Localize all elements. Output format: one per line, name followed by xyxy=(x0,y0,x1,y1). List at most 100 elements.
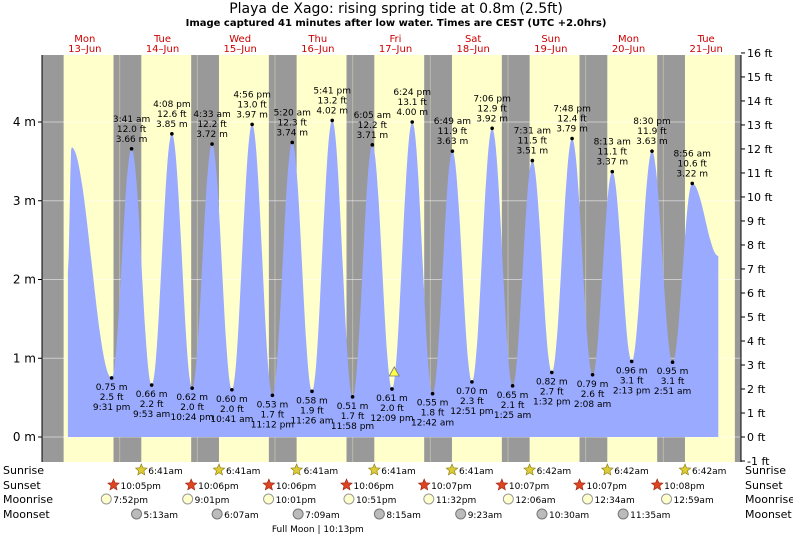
high-tide-label: 4:56 pm xyxy=(233,90,271,100)
high-tide-label: 3.74 m xyxy=(276,128,308,138)
sunset-icon xyxy=(262,478,276,491)
day-name: Fri xyxy=(390,34,402,45)
moonrise-icon xyxy=(343,493,355,505)
low-tide-point xyxy=(149,383,154,387)
low-tide-label: 0.95 m xyxy=(657,367,689,377)
high-tide-point xyxy=(690,181,695,186)
sunrise-time: 6:41am xyxy=(381,467,416,477)
day-name: Tue xyxy=(697,34,715,45)
low-tide-label: 2.2 ft xyxy=(140,400,164,410)
right-tick-label: 0 ft xyxy=(747,431,766,444)
low-tide-label: 0.62 m xyxy=(176,393,208,403)
low-tide-label: 12:42 am xyxy=(411,419,454,429)
low-tide-point xyxy=(670,360,675,364)
moonset-time: 8:15am xyxy=(386,511,421,521)
right-tick-label: 14 ft xyxy=(747,95,773,108)
high-tide-label: 3.51 m xyxy=(516,147,548,157)
low-tide-label: 0.79 m xyxy=(577,380,609,390)
sunset-time: 10:06pm xyxy=(276,482,316,492)
left-tick-label: 1 m xyxy=(13,351,36,365)
low-tide-label: 10:41 am xyxy=(210,415,253,425)
sunrise-icon xyxy=(212,463,226,476)
sunset-time: 10:07pm xyxy=(509,482,549,492)
low-tide-label: 1.9 ft xyxy=(300,406,324,416)
day-date: 20–Jun xyxy=(612,44,645,55)
moonset-time: 5:13am xyxy=(144,511,179,521)
low-tide-point xyxy=(629,359,634,364)
high-tide-point xyxy=(410,120,415,124)
right-tick-label: 2 ft xyxy=(747,383,766,396)
high-tide-point xyxy=(129,146,134,151)
sunset-icon xyxy=(107,478,120,491)
high-tide-label: 4:33 am xyxy=(193,110,230,120)
high-tide-point xyxy=(250,122,254,127)
high-tide-label: 13.1 ft xyxy=(397,98,427,108)
high-tide-point xyxy=(170,132,174,136)
axes: 0 m 1 m 2 m 3 m 4 m -1 ft 0 ft 1 ft 2 ft 3 ft 4 ft… xyxy=(13,47,773,468)
left-tick-label: 4 m xyxy=(13,115,36,129)
high-tide-label: 13.0 ft xyxy=(237,100,267,110)
moonset-icon xyxy=(455,508,467,520)
moonset-icon xyxy=(617,508,629,520)
high-tide-label: 12.6 ft xyxy=(157,110,187,120)
low-tide-label: 2.6 ft xyxy=(581,390,605,400)
low-tide-label: 1.7 ft xyxy=(261,410,285,420)
low-tide-label: 12:09 pm xyxy=(370,414,413,424)
high-tide-label: 3.72 m xyxy=(196,130,228,140)
low-tide-label: 2.7 ft xyxy=(540,387,564,397)
right-tick-label: 15 ft xyxy=(747,71,773,84)
sunrise-time: 6:42am xyxy=(614,467,649,477)
low-tide-point xyxy=(390,387,394,391)
low-tide-label: 2.0 ft xyxy=(220,405,244,415)
right-tick-label: 12 ft xyxy=(747,143,773,156)
chart-title: Playa de Xago: rising spring tide at 0.8… xyxy=(229,1,563,17)
low-tide-point xyxy=(470,380,474,384)
low-tide-label: 11:12 pm xyxy=(251,420,294,430)
moonrise-icon xyxy=(502,493,514,505)
moonset-time: 6:07am xyxy=(224,511,259,521)
high-tide-point xyxy=(290,140,295,145)
high-tide-label: 3.63 m xyxy=(636,137,668,147)
current-time-marker xyxy=(388,366,400,377)
right-tick-label: 4 ft xyxy=(747,335,766,348)
low-tide-label: 0.66 m xyxy=(136,390,168,400)
low-tide-label: 2.5 ft xyxy=(100,393,124,403)
moonrise-time: 11:32pm xyxy=(436,496,476,506)
low-tide-label: 2:13 pm xyxy=(613,386,651,396)
day-date: 19–Jun xyxy=(534,44,567,55)
high-tide-label: 7:06 pm xyxy=(473,94,511,104)
high-tide-label: 3.92 m xyxy=(476,114,508,124)
sunset-icon xyxy=(650,478,664,491)
sunrise-time: 6:41am xyxy=(459,467,494,477)
astro-row-label-left: Sunset xyxy=(3,479,41,492)
moonset-time: 7:09am xyxy=(305,511,340,521)
sunrise-time: 6:41am xyxy=(148,467,183,477)
low-tide-point xyxy=(270,393,275,398)
high-tide-label: 12.0 ft xyxy=(117,125,147,135)
high-tide-label: 4:08 pm xyxy=(153,100,191,110)
low-tide-label: 0.51 m xyxy=(337,402,369,412)
moonset-icon xyxy=(292,508,304,520)
right-tick-label: 3 ft xyxy=(747,359,766,372)
right-tick-label: 16 ft xyxy=(747,47,773,60)
moonrise-time: 12:59am xyxy=(674,496,714,506)
day-date: 15–Jun xyxy=(223,44,256,55)
low-tide-label: 3.1 ft xyxy=(620,376,644,386)
low-tide-label: 9:31 pm xyxy=(93,403,131,413)
high-tide-label: 4.00 m xyxy=(396,108,428,118)
sunrise-icon xyxy=(445,463,459,476)
left-tick-label: 2 m xyxy=(13,273,36,287)
low-tide-label: 0.55 m xyxy=(417,399,449,409)
moonset-icon xyxy=(536,508,548,520)
low-tide-label: 1.7 ft xyxy=(341,412,365,422)
low-tide-label: 2.3 ft xyxy=(460,397,484,407)
tide-fill xyxy=(67,120,719,437)
low-tide-label: 2.0 ft xyxy=(380,404,404,414)
day-name: Sat xyxy=(465,34,481,45)
high-tide-label: 7:31 am xyxy=(514,127,551,137)
high-tide-label: 10.6 ft xyxy=(678,159,708,169)
sunset-time: 10:07pm xyxy=(587,482,627,492)
day-name: Tue xyxy=(153,34,171,45)
high-tide-label: 12.2 ft xyxy=(197,120,227,130)
